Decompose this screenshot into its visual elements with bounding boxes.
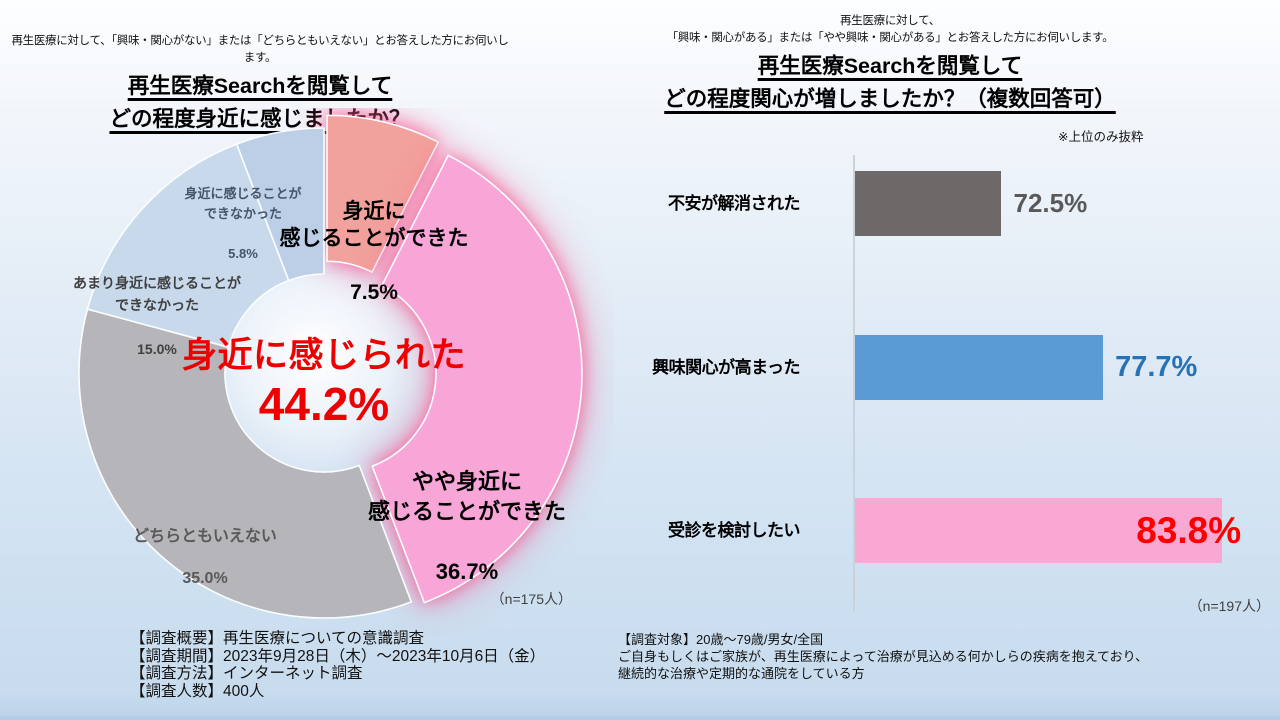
right-title-line1: 再生医療Searchを閲覧して (757, 54, 1023, 78)
left-survey-note: 再生医療に対して、「興味・関心がない」または「どちらともいえない」とお答えした方… (11, 35, 509, 64)
left-title-line1: 再生医療Searchを閲覧して (127, 74, 393, 98)
bar-value: 72.5% (1013, 188, 1088, 218)
donut-slice (86, 143, 290, 348)
bar-anxiety-relieved (854, 171, 1001, 236)
donut-slice (78, 308, 413, 619)
donut-hole (224, 273, 424, 473)
sample-size-left: （n=175人） (490, 591, 572, 607)
sample-size-right: （n=197人） (1188, 598, 1270, 614)
donut-chart (78, 114, 583, 619)
bar-chart: 不安が解消された 72.5% 興味関心が高まった 77.7% 受診を検討したい … (600, 155, 1280, 615)
bar-interest-increased (854, 335, 1103, 400)
donut-slice (235, 127, 325, 282)
survey-target: 【調査対象】20歳～79歳/男女/全国 ご自身もしくはご家族が、再生医療によって… (618, 632, 1149, 681)
right-chart-title: 再生医療Searchを閲覧して どの程度関心が増しましたか？（複数回答可） (610, 50, 1170, 116)
donut-slice (326, 114, 440, 273)
bar-category-label: 興味関心が高まった (652, 358, 800, 377)
right-header: 再生医療に対して、 「興味・関心がある」または「やや興味・関心がある」とお答えし… (610, 13, 1170, 116)
bar-consider-visit (854, 498, 1222, 563)
right-survey-note-line1: 再生医療に対して、 (840, 15, 940, 27)
bar-category-label: 受診を検討したい (668, 521, 801, 540)
axis-line (853, 155, 855, 611)
bar-category-label: 不安が解消された (668, 194, 801, 213)
survey-overview: 【調査概要】再生医療についての意識調査 【調査期間】2023年9月28日（木）～… (130, 630, 546, 700)
right-title-line2: どの程度関心が増しましたか？（複数回答可） (664, 87, 1116, 111)
bar-row-consider-visit: 受診を検討したい 83.8% (600, 498, 1280, 563)
right-survey-note-line2: 「興味・関心がある」または「やや興味・関心がある」とお答えした方にお伺いします。 (666, 32, 1114, 44)
bar-value: 77.7% (1115, 351, 1198, 383)
bar-value: 83.8% (1136, 510, 1242, 551)
donut-slice (371, 154, 583, 604)
bottom-edge-strip (0, 716, 1280, 720)
right-survey-note: 再生医療に対して、 「興味・関心がある」または「やや興味・関心がある」とお答えし… (610, 13, 1170, 47)
bar-row-interest-increased: 興味関心が高まった 77.7% (600, 335, 1280, 400)
excerpt-note: ※上位のみ抜粋 (1058, 130, 1144, 144)
bar-row-anxiety-relieved: 不安が解消された 72.5% (600, 171, 1280, 236)
